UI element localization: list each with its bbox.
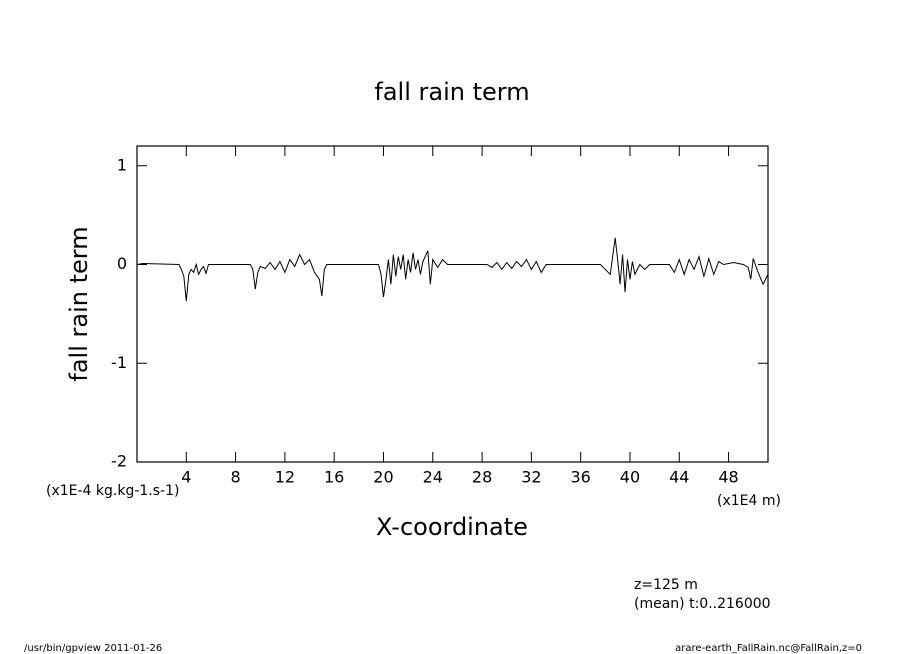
x-tick-label: 44 bbox=[669, 468, 689, 487]
y-tick-label: -1 bbox=[111, 353, 127, 372]
x-tick-label: 40 bbox=[620, 468, 640, 487]
footer: /usr/bin/gpview 2011-01-26 bbox=[24, 643, 162, 654]
footer: arare-earth_FallRain.nc@FallRain,z=0 bbox=[675, 643, 862, 654]
x-tick-label: 36 bbox=[570, 468, 590, 487]
y-tick-label: 0 bbox=[117, 254, 127, 273]
x-axis-label: X-coordinate bbox=[376, 513, 528, 541]
y-axis-label: fall rain term bbox=[65, 226, 93, 381]
annotation: (mean) t:0..216000 bbox=[634, 596, 771, 612]
data-line bbox=[136, 237, 769, 302]
x-tick-label: 8 bbox=[231, 468, 241, 487]
chart-title: fall rain term bbox=[374, 78, 529, 106]
x-tick-label: 28 bbox=[472, 468, 492, 487]
plot-frame bbox=[136, 145, 769, 463]
x-tick-label: 48 bbox=[718, 468, 738, 487]
x-unit: (x1E4 m) bbox=[717, 493, 781, 509]
x-tick-label: 24 bbox=[423, 468, 443, 487]
annotation: z=125 m bbox=[634, 577, 698, 593]
x-tick-label: 16 bbox=[324, 468, 344, 487]
y-tick-label: 1 bbox=[117, 155, 127, 174]
x-tick-label: 20 bbox=[373, 468, 393, 487]
y-unit: (x1E-4 kg.kg-1.s-1) bbox=[46, 483, 179, 499]
x-tick-label: 32 bbox=[521, 468, 541, 487]
y-tick-label: -2 bbox=[111, 452, 127, 471]
x-tick-label: 4 bbox=[181, 468, 191, 487]
x-tick-label: 12 bbox=[275, 468, 295, 487]
